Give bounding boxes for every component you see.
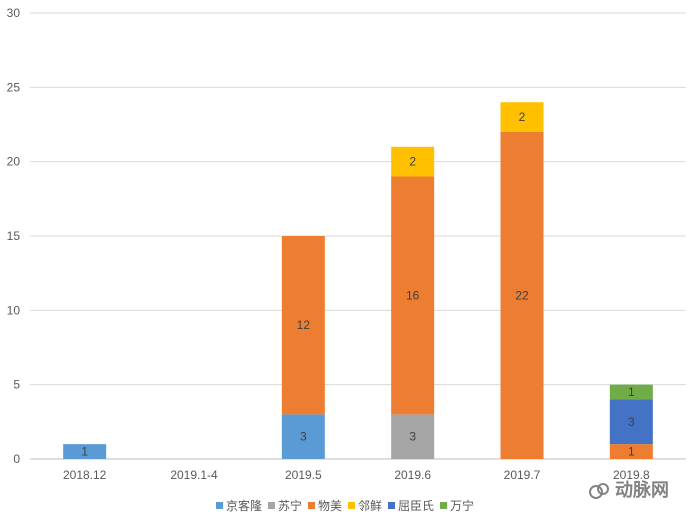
legend: 京客隆 苏宁 物美 邻鲜 屈臣氏 万宁 [0, 497, 690, 514]
legend-swatch [440, 502, 448, 509]
legend-item: 苏宁 [267, 497, 302, 514]
bar-segment [391, 414, 435, 459]
y-tick-label: 5 [13, 378, 20, 392]
data-label: 12 [297, 318, 311, 332]
bar-segment [609, 399, 653, 445]
data-label: 3 [628, 415, 635, 429]
x-tick-label: 2018.12 [63, 468, 107, 482]
legend-item: 万宁 [440, 497, 474, 514]
logo-icon [588, 482, 610, 500]
x-tick-label: 2019.1-4 [170, 468, 218, 482]
legend-swatch [307, 502, 315, 509]
data-label: 1 [81, 445, 88, 459]
legend-swatch [348, 502, 355, 509]
data-label: 1 [628, 445, 635, 459]
data-label: 3 [409, 430, 416, 444]
y-axis-ticks: 0 5 10 15 20 25 30 [7, 6, 21, 466]
legend-label: 物美 [317, 499, 342, 513]
legend-item: 物美 [307, 497, 342, 514]
watermark: 动脉网 [588, 476, 669, 502]
bar-segment [500, 131, 544, 459]
data-label: 2 [519, 110, 526, 124]
x-tick-label: 2019.6 [394, 468, 431, 482]
legend-swatch [267, 502, 275, 509]
legend-label: 邻鲜 [358, 499, 383, 513]
bar-segment [391, 176, 435, 415]
data-label: 3 [300, 430, 307, 444]
bar-segment [609, 384, 653, 400]
data-label: 16 [406, 288, 420, 302]
x-axis-ticks: 2018.12 2019.1-4 2019.5 2019.6 2019.7 2019.8 [63, 468, 650, 482]
legend-label: 屈臣氏 [398, 499, 435, 513]
legend-label: 京客隆 [225, 499, 262, 513]
y-tick-label: 15 [7, 229, 21, 243]
data-label: 2 [409, 155, 416, 169]
y-tick-label: 30 [7, 6, 21, 20]
x-tick-label: 2019.5 [285, 468, 322, 482]
legend-item: 邻鲜 [348, 497, 382, 514]
watermark-text: 动脉网 [615, 480, 670, 500]
y-tick-label: 25 [7, 80, 21, 94]
y-tick-label: 0 [13, 452, 20, 466]
bar-segment [281, 236, 325, 415]
y-tick-label: 20 [7, 155, 21, 169]
bar-segment [281, 414, 325, 459]
legend-swatch [215, 502, 223, 509]
x-tick-label: 2019.7 [504, 468, 541, 482]
bar-segment [500, 102, 544, 132]
bar-segment [391, 146, 435, 177]
x-tick-label: 2019.8 [613, 468, 650, 482]
y-tick-label: 10 [7, 303, 21, 317]
gridlines [30, 12, 686, 460]
bar-segment [63, 444, 107, 459]
bar-segment [609, 444, 653, 459]
data-label: 1 [628, 385, 635, 399]
legend-item: 京客隆 [215, 497, 262, 514]
legend-swatch [388, 502, 396, 509]
legend-label: 苏宁 [277, 499, 302, 513]
legend-label: 万宁 [450, 499, 475, 513]
legend-item: 屈臣氏 [388, 497, 434, 514]
data-label: 22 [515, 288, 529, 302]
